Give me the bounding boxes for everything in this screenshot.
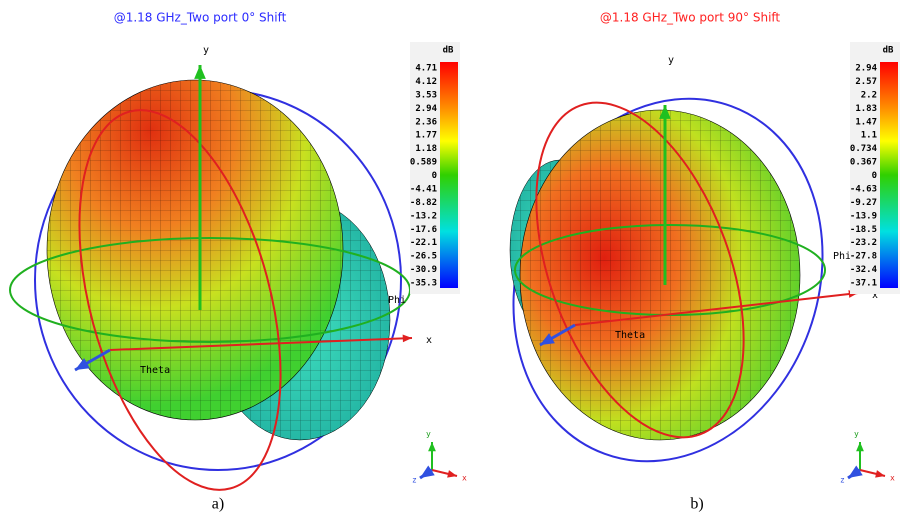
colorbar-label: -30.9 xyxy=(410,265,437,275)
triad-y: y xyxy=(426,430,431,439)
panel: @1.18 GHz_Two port 0° ShiftyxPhiThetadBd… xyxy=(9,11,467,513)
colorbar-label: 1.18 xyxy=(415,144,437,154)
pattern-mesh xyxy=(520,110,800,440)
colorbar-label: 1.1 xyxy=(861,131,877,141)
colorbar-label: 0.734 xyxy=(850,144,878,154)
colorbar xyxy=(880,62,898,288)
colorbar-label: -9.27 xyxy=(850,198,877,208)
y-axis-label: y xyxy=(203,45,209,56)
colorbar-label: -4.41 xyxy=(410,184,437,194)
y-axis-label: y xyxy=(668,55,674,66)
colorbar-label: 0 xyxy=(432,171,437,181)
arrow-head xyxy=(856,442,864,452)
caption: b) xyxy=(690,496,703,513)
panel: @1.18 GHz_Two port 90° Shift y x Phi Theta dB… xyxy=(509,11,900,513)
triad-y: y xyxy=(854,430,859,439)
panel-title: @1.18 GHz_Two port 90° Shift xyxy=(600,11,781,25)
arrow-head xyxy=(428,442,436,452)
panel-title: @1.18 GHz_Two port 0° Shift xyxy=(114,11,287,25)
colorbar-label: 0.367 xyxy=(850,158,877,168)
x-axis-label: x xyxy=(872,290,878,301)
theta-label: Theta xyxy=(140,365,170,376)
colorbar-unit: dB xyxy=(883,46,894,56)
caption: a) xyxy=(212,496,224,513)
arrow-head xyxy=(875,470,885,478)
colorbar-label: 4.71 xyxy=(415,64,437,74)
colorbar-label: -8.82 xyxy=(410,198,437,208)
colorbar-label: 1.83 xyxy=(855,104,877,114)
arrow-head xyxy=(420,465,435,478)
colorbar-label: 2.94 xyxy=(855,64,877,74)
colorbar-label: 2.57 xyxy=(855,77,877,87)
phi-label: Phi xyxy=(833,251,851,262)
axis-line xyxy=(109,337,413,351)
colorbar-label: -17.6 xyxy=(410,225,437,235)
colorbar-label: -27.8 xyxy=(850,252,877,262)
triad-z: z xyxy=(840,476,845,485)
colorbar-label: 3.53 xyxy=(415,90,437,100)
triad-x: x xyxy=(890,474,895,483)
colorbar-label: 0.589 xyxy=(410,158,437,168)
colorbar-label: -22.1 xyxy=(410,238,437,248)
triad-x: x xyxy=(462,474,467,483)
colorbar-label: 1.77 xyxy=(415,131,437,141)
x-axis-label: x xyxy=(426,335,432,346)
colorbar-label: 2.94 xyxy=(415,104,437,114)
colorbar-label: -32.4 xyxy=(850,265,878,275)
phi-label: Phi xyxy=(388,295,406,306)
red-circle xyxy=(78,109,282,491)
colorbar-label: -18.5 xyxy=(850,225,877,235)
colorbar-label: 0 xyxy=(872,171,877,181)
arrow-head xyxy=(848,465,863,478)
colorbar-label: 4.12 xyxy=(415,77,437,87)
axis-line xyxy=(574,292,859,326)
arrow-head xyxy=(447,470,457,478)
arrow-head xyxy=(75,358,90,370)
colorbar-label: 2.36 xyxy=(415,117,437,127)
colorbar-label: 2.2 xyxy=(861,90,877,100)
colorbar-label: -37.1 xyxy=(850,279,877,289)
arrow-head xyxy=(194,65,206,79)
colorbar-label: -4.63 xyxy=(850,184,877,194)
theta-label: Theta xyxy=(615,330,645,341)
triad-z: z xyxy=(412,476,417,485)
arrow-head xyxy=(402,334,412,343)
red-circle xyxy=(535,101,745,439)
colorbar xyxy=(440,62,458,288)
colorbar-unit: dB xyxy=(443,46,454,56)
colorbar-label: -13.9 xyxy=(850,211,877,221)
colorbar-label: -35.3 xyxy=(410,279,437,289)
colorbar-label: -13.2 xyxy=(410,211,437,221)
colorbar-label: -26.5 xyxy=(410,252,437,262)
colorbar-label: -23.2 xyxy=(850,238,877,248)
colorbar-label: 1.47 xyxy=(855,117,877,127)
pattern-mesh xyxy=(47,80,343,420)
arrow-head xyxy=(659,105,671,119)
arrow-head xyxy=(540,333,555,345)
